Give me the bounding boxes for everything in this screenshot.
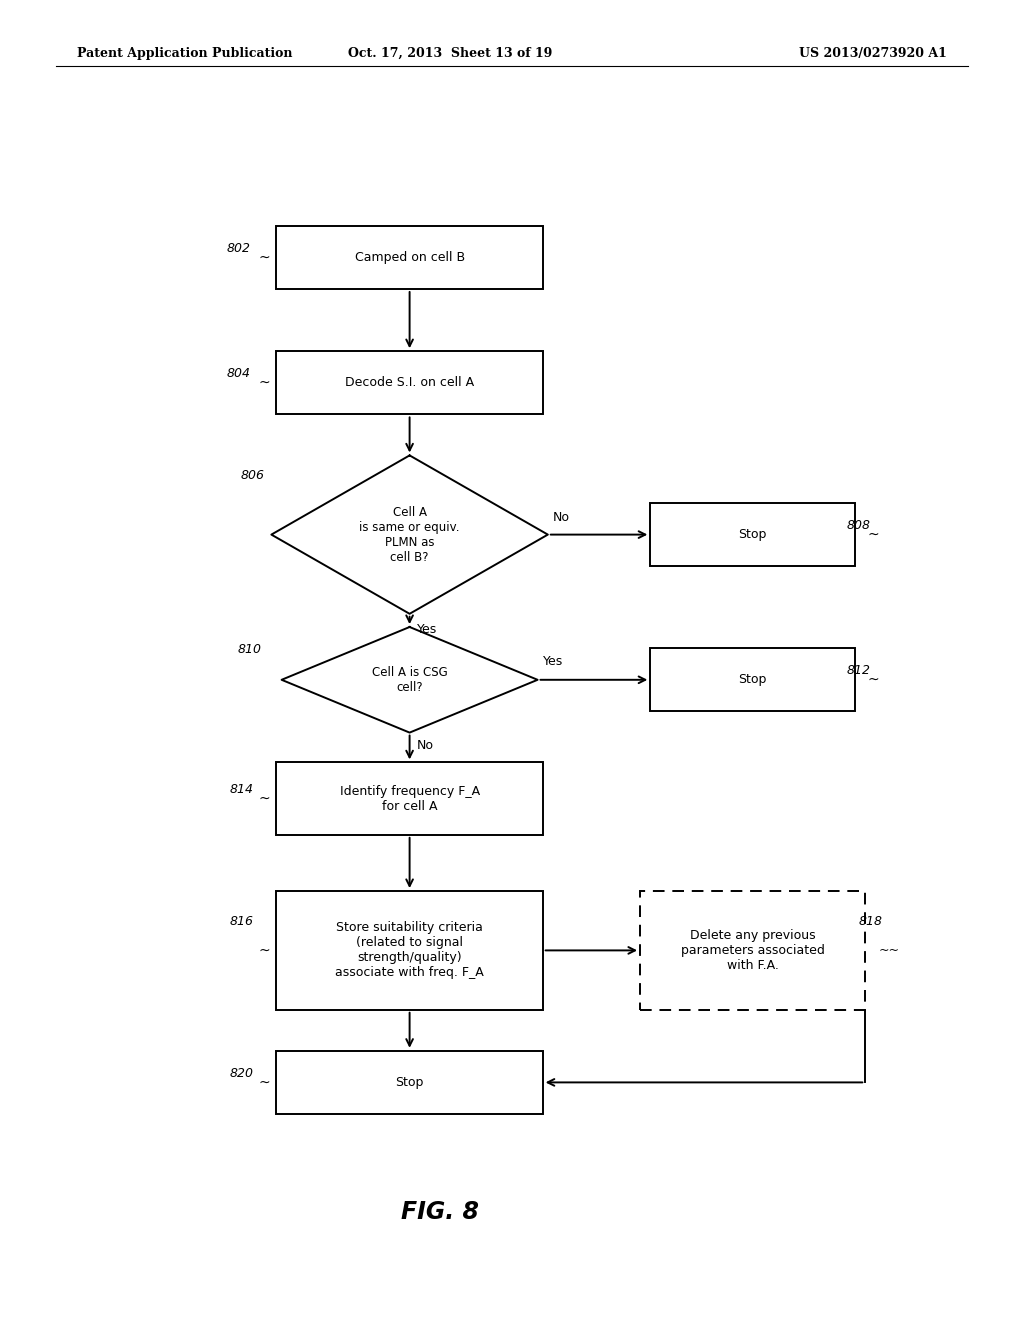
Text: ~: ~ bbox=[867, 673, 880, 686]
Text: ~: ~ bbox=[258, 944, 270, 957]
Text: 802: 802 bbox=[227, 242, 251, 255]
Text: Identify frequency F_A
for cell A: Identify frequency F_A for cell A bbox=[340, 784, 479, 813]
Text: FIG. 8: FIG. 8 bbox=[401, 1200, 479, 1224]
Text: No: No bbox=[553, 511, 570, 524]
Text: 808: 808 bbox=[847, 519, 870, 532]
Text: 814: 814 bbox=[230, 783, 254, 796]
Text: ~~: ~~ bbox=[879, 944, 899, 957]
Text: ~: ~ bbox=[258, 792, 270, 805]
Text: Patent Application Publication: Patent Application Publication bbox=[77, 48, 292, 59]
Text: 806: 806 bbox=[241, 469, 264, 482]
Text: Cell A
is same or equiv.
PLMN as
cell B?: Cell A is same or equiv. PLMN as cell B? bbox=[359, 506, 460, 564]
Text: Yes: Yes bbox=[417, 623, 437, 636]
Text: 820: 820 bbox=[230, 1067, 254, 1080]
FancyBboxPatch shape bbox=[640, 891, 865, 1010]
Text: ~: ~ bbox=[258, 251, 270, 264]
Text: Store suitability criteria
(related to signal
strength/quality)
associate with f: Store suitability criteria (related to s… bbox=[335, 921, 484, 979]
Text: Delete any previous
parameters associated
with F.A.: Delete any previous parameters associate… bbox=[681, 929, 824, 972]
Text: 812: 812 bbox=[847, 664, 870, 677]
Text: Stop: Stop bbox=[738, 673, 767, 686]
Text: ~: ~ bbox=[258, 1076, 270, 1089]
Text: Oct. 17, 2013  Sheet 13 of 19: Oct. 17, 2013 Sheet 13 of 19 bbox=[348, 48, 553, 59]
FancyBboxPatch shape bbox=[276, 763, 543, 836]
Text: 804: 804 bbox=[227, 367, 251, 380]
FancyBboxPatch shape bbox=[276, 351, 543, 414]
Text: US 2013/0273920 A1: US 2013/0273920 A1 bbox=[800, 48, 947, 59]
FancyBboxPatch shape bbox=[650, 648, 855, 711]
Text: 818: 818 bbox=[859, 915, 883, 928]
Polygon shape bbox=[282, 627, 538, 733]
Text: No: No bbox=[417, 739, 434, 752]
FancyBboxPatch shape bbox=[276, 1051, 543, 1114]
FancyBboxPatch shape bbox=[276, 226, 543, 289]
FancyBboxPatch shape bbox=[650, 503, 855, 566]
Text: 816: 816 bbox=[230, 915, 254, 928]
Text: Cell A is CSG
cell?: Cell A is CSG cell? bbox=[372, 665, 447, 694]
Text: Stop: Stop bbox=[395, 1076, 424, 1089]
Text: Decode S.I. on cell A: Decode S.I. on cell A bbox=[345, 376, 474, 389]
Text: Stop: Stop bbox=[738, 528, 767, 541]
FancyBboxPatch shape bbox=[276, 891, 543, 1010]
Text: ~: ~ bbox=[867, 528, 880, 541]
Text: ~: ~ bbox=[258, 376, 270, 389]
Polygon shape bbox=[271, 455, 548, 614]
Text: Camped on cell B: Camped on cell B bbox=[354, 251, 465, 264]
Text: Yes: Yes bbox=[543, 655, 563, 668]
Text: 810: 810 bbox=[238, 643, 261, 656]
